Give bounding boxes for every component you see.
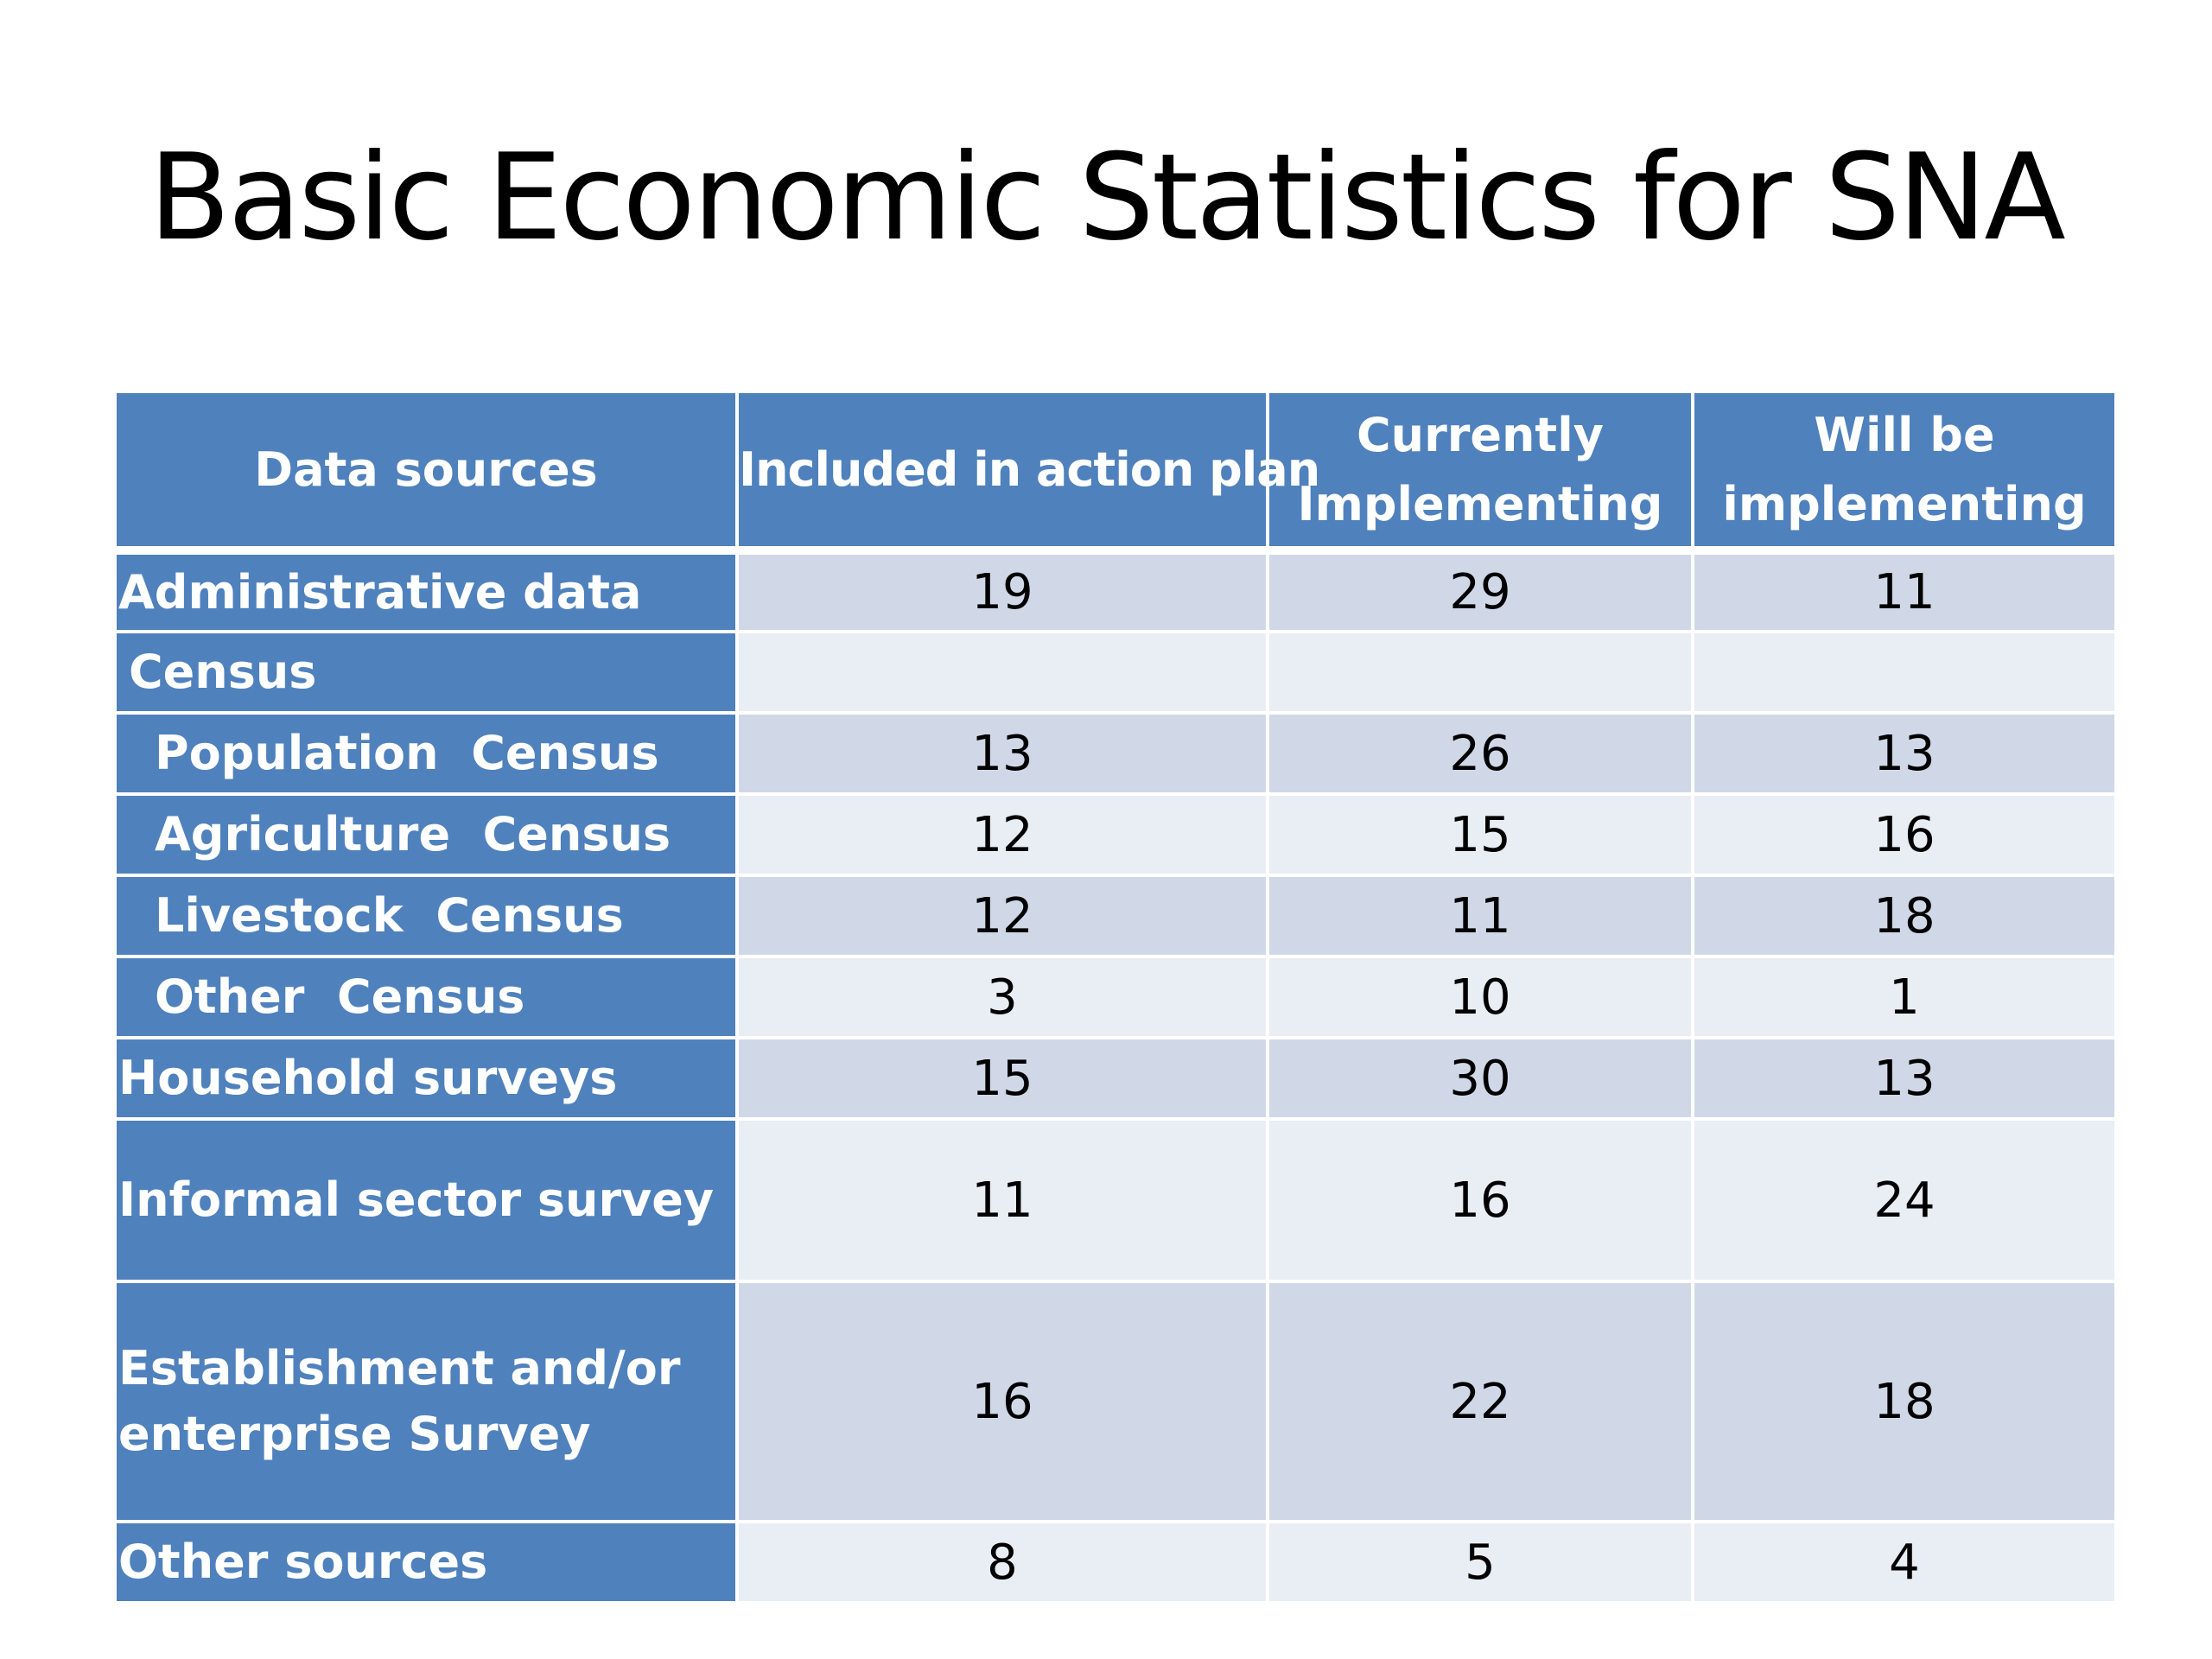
cell-will-be: 13 [1691, 1036, 2118, 1121]
table-row: Census [113, 630, 2118, 715]
cell-currently: 16 [1266, 1117, 1694, 1283]
cell-currently: 15 [1266, 792, 1694, 877]
row-label: Household surveys [113, 1036, 739, 1121]
table-row: Establishment and/or enterprise Survey 1… [113, 1280, 2118, 1523]
header-currently-implementing: Currently Implementing [1266, 390, 1694, 555]
cell-included: 13 [735, 711, 1269, 796]
cell-currently: 11 [1266, 874, 1694, 958]
table-row: Livestock Census 12 11 18 [113, 874, 2118, 958]
cell-will-be: 11 [1691, 549, 2118, 633]
cell-included: 15 [735, 1036, 1269, 1121]
cell-currently: 30 [1266, 1036, 1694, 1121]
table-row: Household surveys 15 30 13 [113, 1036, 2118, 1121]
cell-currently: 22 [1266, 1280, 1694, 1523]
row-label: Census [113, 630, 739, 715]
cell-currently: 29 [1266, 549, 1694, 633]
cell-currently: 10 [1266, 955, 1694, 1039]
header-will-be-implementing: Will be implementing [1691, 390, 2118, 555]
cell-included: 19 [735, 549, 1269, 633]
table-row: Informal sector survey 11 16 24 [113, 1117, 2118, 1283]
cell-will-be: 4 [1691, 1520, 2118, 1605]
data-sources-table: Data sources Included in action plan Cur… [113, 390, 2118, 1605]
table-header-row: Data sources Included in action plan Cur… [113, 390, 2118, 555]
table-row: Agriculture Census 12 15 16 [113, 792, 2118, 877]
cell-currently: 5 [1266, 1520, 1694, 1605]
row-label: Livestock Census [113, 874, 739, 958]
cell-included: 12 [735, 874, 1269, 958]
cell-will-be: 1 [1691, 955, 2118, 1039]
cell-will-be [1691, 630, 2118, 715]
cell-included: 3 [735, 955, 1269, 1039]
cell-currently: 26 [1266, 711, 1694, 796]
row-label: Other sources [113, 1520, 739, 1605]
row-label: Administrative data [113, 549, 739, 633]
row-label: Population Census [113, 711, 739, 796]
cell-included: 12 [735, 792, 1269, 877]
cell-currently [1266, 630, 1694, 715]
header-data-sources: Data sources [113, 390, 739, 555]
row-label: Informal sector survey [113, 1117, 739, 1283]
row-label: Establishment and/or enterprise Survey [113, 1280, 739, 1523]
cell-will-be: 18 [1691, 1280, 2118, 1523]
cell-included: 16 [735, 1280, 1269, 1523]
row-label: Other Census [113, 955, 739, 1039]
table-row: Other Census 3 10 1 [113, 955, 2118, 1039]
slide-title: Basic Economic Statistics for SNA [149, 128, 2066, 267]
table-row: Other sources 8 5 4 [113, 1520, 2118, 1605]
cell-included: 11 [735, 1117, 1269, 1283]
row-label: Agriculture Census [113, 792, 739, 877]
cell-will-be: 18 [1691, 874, 2118, 958]
cell-will-be: 24 [1691, 1117, 2118, 1283]
cell-will-be: 16 [1691, 792, 2118, 877]
cell-included [735, 630, 1269, 715]
table-row: Population Census 13 26 13 [113, 711, 2118, 796]
cell-will-be: 13 [1691, 711, 2118, 796]
table-row: Administrative data 19 29 11 [113, 549, 2118, 633]
cell-included: 8 [735, 1520, 1269, 1605]
header-included-in-action-plan: Included in action plan [735, 390, 1320, 555]
